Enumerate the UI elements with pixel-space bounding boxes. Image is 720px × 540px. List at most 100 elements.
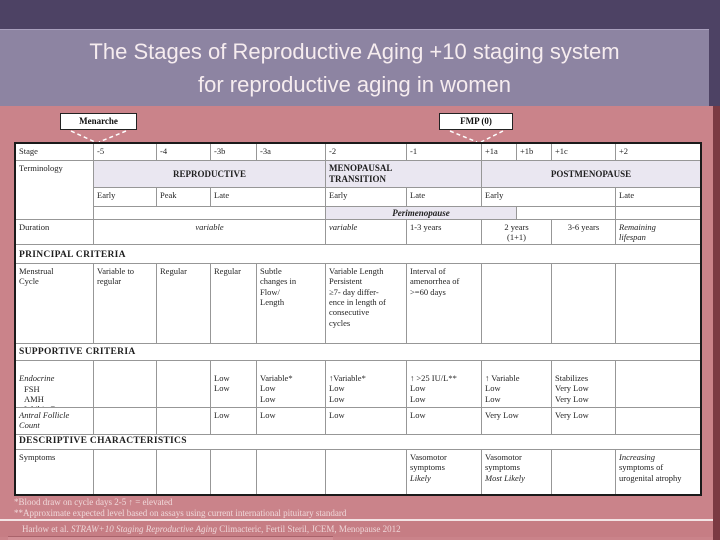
empty-cell bbox=[157, 450, 211, 494]
menstrual-minus2: Variable Length Persistent ≥7- day diffe… bbox=[326, 264, 407, 344]
symptoms-plus1a1b-most-likely: Most Likely bbox=[485, 472, 525, 483]
menstrual-row-label: Menstrual Cycle bbox=[16, 264, 94, 344]
citation-title: STRAW+10 Staging Reproductive Aging bbox=[70, 524, 217, 534]
empty-cell bbox=[616, 408, 700, 435]
citation-prefix: Harlow et al. bbox=[22, 524, 71, 534]
stage-cell-minus1: -1 bbox=[407, 144, 482, 161]
antral-minus3b: Low bbox=[211, 408, 257, 435]
top-bar bbox=[0, 0, 720, 29]
endocrine-minus3a: Variable* Low Low bbox=[257, 361, 326, 408]
duration-transition-late: 1-3 years bbox=[407, 220, 482, 245]
empty-cell bbox=[94, 361, 157, 408]
symptoms-row-label: Symptoms bbox=[16, 450, 94, 494]
stage-cell-minus4: -4 bbox=[157, 144, 211, 161]
duration-post-1a1b: 2 years (1+1) bbox=[482, 220, 552, 245]
terminology-row-label: Terminology bbox=[16, 161, 94, 220]
fmp-callout: FMP (0) bbox=[439, 113, 513, 130]
empty-cell bbox=[552, 264, 616, 344]
endocrine-plus1a1b: ↑ Variable Low Low bbox=[482, 361, 552, 408]
symptoms-plus1a1b-text: Vasomotor symptoms bbox=[485, 452, 522, 473]
stage-cell-minus3a: -3a bbox=[257, 144, 326, 161]
slide-title: The Stages of Reproductive Aging +10 sta… bbox=[0, 29, 709, 106]
endocrine-minus2: ↑Variable* Low Low bbox=[326, 361, 407, 408]
symptoms-plus2-increasing: Increasing bbox=[619, 452, 656, 462]
antral-plus1c: Very Low bbox=[552, 408, 616, 435]
endocrine-row-label: Endocrine FSH AMH Inhibin B bbox=[16, 361, 94, 408]
citation-bar: Harlow et al. STRAW+10 Staging Reproduct… bbox=[0, 519, 713, 537]
endocrine-minus3b: Low Low bbox=[211, 361, 257, 408]
menarche-callout: Menarche bbox=[60, 113, 137, 130]
empty-cell bbox=[616, 207, 700, 220]
section-supportive-criteria: SUPPORTIVE CRITERIA bbox=[16, 344, 700, 361]
antral-minus3a: Low bbox=[257, 408, 326, 435]
symptoms-plus2: Increasing symptoms of urogenital atroph… bbox=[616, 450, 700, 494]
menstrual-minus4: Regular bbox=[157, 264, 211, 344]
empty-cell bbox=[157, 361, 211, 408]
endocrine-label-title: Endocrine bbox=[19, 373, 55, 384]
terminology-postmenopause: POSTMENOPAUSE bbox=[482, 161, 700, 188]
symptoms-minus1: Vasomotor symptoms Likely bbox=[407, 450, 482, 494]
empty-cell bbox=[517, 207, 616, 220]
antral-row-label: Antral Follicle Count bbox=[16, 408, 94, 435]
section-principal-criteria: PRINCIPAL CRITERIA bbox=[16, 245, 700, 264]
stage-cell-minus5: -5 bbox=[94, 144, 157, 161]
bottom-placeholder-edge bbox=[8, 536, 333, 540]
symptoms-plus1a1b: Vasomotor symptoms Most Likely bbox=[482, 450, 552, 494]
empty-cell bbox=[94, 408, 157, 435]
slide-title-line1: The Stages of Reproductive Aging +10 sta… bbox=[89, 39, 620, 64]
duration-post-1c: 3-6 years bbox=[552, 220, 616, 245]
empty-cell bbox=[616, 264, 700, 344]
symptoms-minus1-likely: Likely bbox=[410, 472, 431, 483]
staging-table: Stage -5 -4 -3b -3a -2 -1 +1a +1b +1c +2… bbox=[14, 142, 702, 496]
section-descriptive-characteristics: DESCRIPTIVE CHARACTERISTICS bbox=[16, 435, 700, 450]
menstrual-minus3b: Regular bbox=[211, 264, 257, 344]
empty-cell bbox=[326, 450, 407, 494]
footnote-line1: *Blood draw on cycle days 2-5 ↑ = elevat… bbox=[14, 497, 173, 507]
symptoms-minus1-text: Vasomotor symptoms bbox=[410, 452, 447, 473]
terminology-menopausal-transition: MENOPAUSAL TRANSITION bbox=[326, 161, 482, 188]
empty-cell bbox=[94, 207, 326, 220]
perimenopause-cell: Perimenopause bbox=[326, 207, 517, 220]
symptoms-plus2-text: symptoms of urogenital atrophy bbox=[619, 462, 682, 483]
right-edge-strip bbox=[713, 106, 720, 540]
phase-transition-early: Early bbox=[326, 188, 407, 207]
antral-minus1: Low bbox=[407, 408, 482, 435]
empty-cell bbox=[616, 361, 700, 408]
empty-cell bbox=[157, 408, 211, 435]
phase-reproductive-early: Early bbox=[94, 188, 157, 207]
stage-cell-minus2: -2 bbox=[326, 144, 407, 161]
endocrine-plus1c: Stabilizes Very Low Very Low bbox=[552, 361, 616, 408]
empty-cell bbox=[552, 450, 616, 494]
stage-cell-minus3b: -3b bbox=[211, 144, 257, 161]
stage-cell-plus1c: +1c bbox=[552, 144, 616, 161]
endocrine-minus1: ↑ >25 IU/L** Low Low bbox=[407, 361, 482, 408]
empty-cell bbox=[211, 450, 257, 494]
endocrine-label-analytes: FSH AMH Inhibin B bbox=[24, 383, 56, 407]
antral-minus2: Low bbox=[326, 408, 407, 435]
empty-cell bbox=[94, 450, 157, 494]
slide-title-line2: for reproductive aging in women bbox=[197, 72, 512, 97]
phase-transition-late: Late bbox=[407, 188, 482, 207]
menstrual-minus5: Variable to regular bbox=[94, 264, 157, 344]
footnotes: *Blood draw on cycle days 2-5 ↑ = elevat… bbox=[14, 497, 698, 519]
menstrual-minus1: Interval of amenorrhea of >=60 days bbox=[407, 264, 482, 344]
menstrual-minus3a: Subtle changes in Flow/ Length bbox=[257, 264, 326, 344]
stage-row-label: Stage bbox=[16, 144, 94, 161]
footnote-line2: **Approximate expected level based on as… bbox=[14, 508, 347, 518]
phase-postmenopause-late: Late bbox=[616, 188, 700, 207]
phase-postmenopause-early: Early bbox=[482, 188, 616, 207]
duration-reproductive: variable bbox=[94, 220, 326, 245]
stage-cell-plus1a: +1a bbox=[482, 144, 517, 161]
empty-cell bbox=[257, 450, 326, 494]
phase-reproductive-peak: Peak bbox=[157, 188, 211, 207]
empty-cell bbox=[482, 264, 552, 344]
duration-post-late: Remaining lifespan bbox=[616, 220, 700, 245]
duration-transition-early: variable bbox=[326, 220, 407, 245]
terminology-reproductive: REPRODUCTIVE bbox=[94, 161, 326, 188]
stage-cell-plus2: +2 bbox=[616, 144, 700, 161]
stage-cell-plus1b: +1b bbox=[517, 144, 552, 161]
duration-row-label: Duration bbox=[16, 220, 94, 245]
citation-suffix: Climacteric, Fertil Steril, JCEM, Menopa… bbox=[216, 524, 401, 534]
antral-plus1a1b: Very Low bbox=[482, 408, 552, 435]
phase-reproductive-late: Late bbox=[211, 188, 326, 207]
